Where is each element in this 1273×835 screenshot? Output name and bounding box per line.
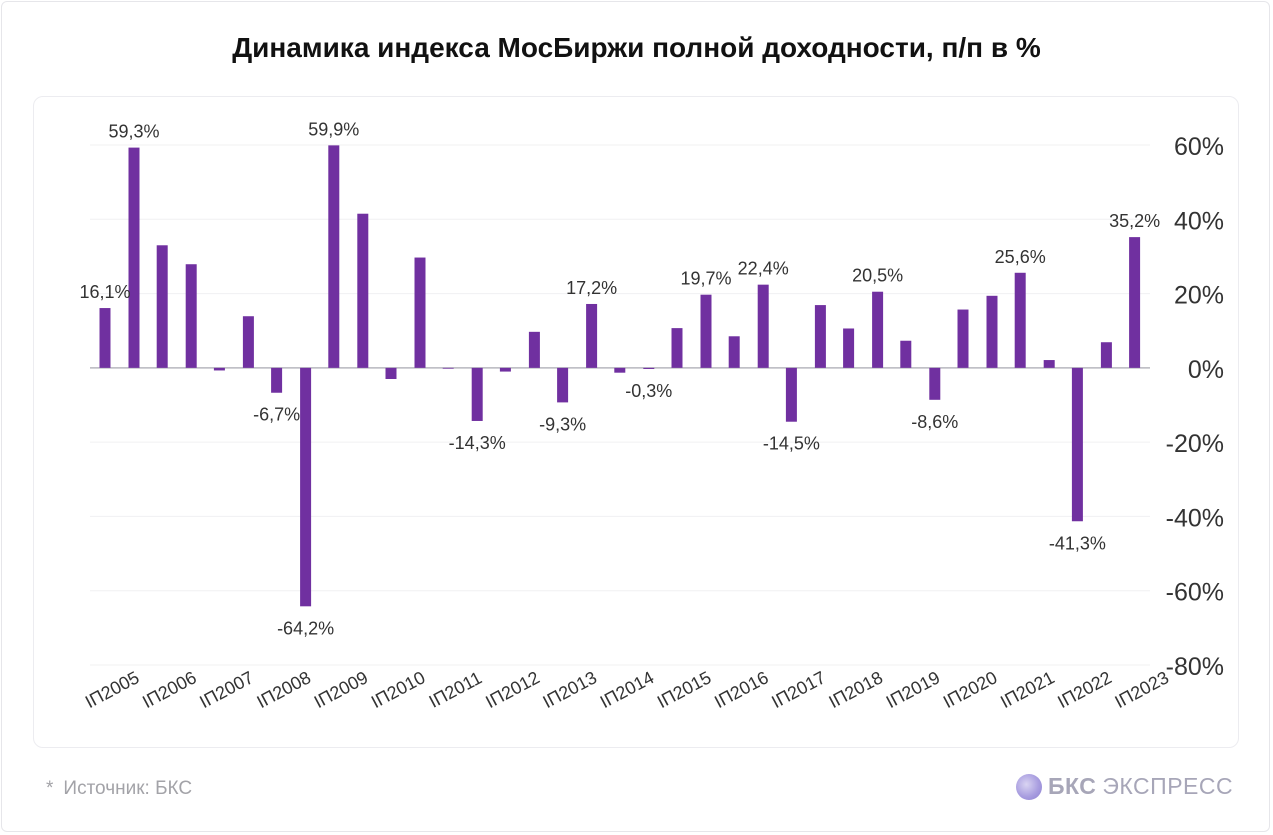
brand-name-rest: ЭКСПРЕСС bbox=[1102, 773, 1234, 799]
bar bbox=[414, 257, 426, 368]
bar bbox=[528, 331, 540, 368]
bar bbox=[1014, 272, 1026, 368]
bar bbox=[843, 328, 855, 368]
x-tick-label: IП2018 bbox=[825, 667, 886, 712]
value-label: 16,1% bbox=[79, 282, 130, 302]
value-label: -64,2% bbox=[277, 618, 334, 638]
bar bbox=[1043, 360, 1055, 368]
y-tick-label: 60% bbox=[1174, 133, 1224, 161]
x-tick-label: IП2009 bbox=[311, 667, 372, 712]
bar bbox=[1071, 367, 1083, 522]
bar bbox=[128, 147, 140, 368]
bar bbox=[957, 309, 969, 368]
bars bbox=[99, 145, 1141, 607]
x-tick-label: IП2016 bbox=[711, 667, 772, 712]
value-label: 59,9% bbox=[308, 119, 359, 139]
value-label: -0,3% bbox=[625, 381, 672, 401]
bar bbox=[900, 340, 912, 368]
value-label: 19,7% bbox=[680, 269, 731, 289]
bar bbox=[986, 295, 998, 368]
y-axis: 60% 40% 20% 0% -20% -40% -60% -80% bbox=[1166, 133, 1224, 681]
x-axis: IП2005IП2006IП2007IП2008IП2009IП2010IП20… bbox=[82, 667, 1172, 712]
y-tick-label: -40% bbox=[1166, 504, 1224, 532]
source-text: Источник: БКС bbox=[63, 778, 193, 799]
value-label: -14,3% bbox=[449, 433, 506, 453]
bar bbox=[1129, 237, 1141, 368]
value-label: -14,5% bbox=[763, 434, 820, 454]
x-tick-label: IП2013 bbox=[539, 667, 600, 712]
value-label: 22,4% bbox=[738, 259, 789, 279]
bar bbox=[700, 294, 712, 368]
gridlines bbox=[90, 144, 1150, 666]
y-tick-label: -60% bbox=[1166, 579, 1224, 607]
x-tick-label: IП2020 bbox=[940, 667, 1001, 712]
value-label: 35,2% bbox=[1109, 211, 1160, 231]
bar bbox=[385, 367, 397, 379]
bar bbox=[156, 245, 168, 368]
bar bbox=[929, 367, 941, 400]
bar bbox=[757, 284, 769, 368]
bar bbox=[471, 367, 483, 421]
bks-logo-icon bbox=[1016, 773, 1042, 800]
bar bbox=[300, 367, 312, 607]
bar bbox=[328, 145, 340, 368]
y-tick-label: 40% bbox=[1174, 207, 1224, 235]
x-tick-label: IП2017 bbox=[768, 667, 829, 712]
x-tick-label: IП2015 bbox=[654, 667, 715, 712]
bar bbox=[557, 367, 569, 403]
value-label: -8,6% bbox=[911, 412, 958, 432]
x-tick-label: IП2007 bbox=[196, 667, 257, 712]
bar bbox=[242, 316, 254, 368]
x-tick-label: IП2012 bbox=[482, 667, 543, 712]
bar bbox=[872, 291, 884, 368]
value-label: -9,3% bbox=[539, 414, 586, 434]
chart-title: Динамика индекса МосБиржи полной доходно… bbox=[232, 32, 1041, 63]
x-tick-label: IП2014 bbox=[597, 667, 658, 712]
bar bbox=[643, 367, 655, 369]
x-tick-label: IП2019 bbox=[883, 667, 944, 712]
bar bbox=[814, 305, 826, 368]
x-tick-label: IП2021 bbox=[997, 667, 1058, 712]
bar bbox=[614, 367, 626, 373]
x-tick-label: IП2022 bbox=[1054, 667, 1115, 712]
bar bbox=[1100, 342, 1112, 368]
value-label: 25,6% bbox=[995, 247, 1046, 267]
brand-logo: БКС ЭКСПРЕСС bbox=[1016, 773, 1233, 800]
value-label: -6,7% bbox=[253, 405, 300, 425]
y-tick-label: 20% bbox=[1174, 282, 1224, 310]
bar bbox=[213, 367, 225, 371]
value-label: 20,5% bbox=[852, 266, 903, 286]
value-labels: 16,1% 59,3% -6,7% -64,2% 59,9% -14,3% -9,3% 17,… bbox=[79, 119, 1160, 638]
x-tick-label: IП2023 bbox=[1111, 667, 1172, 712]
y-tick-label: 0% bbox=[1188, 356, 1224, 384]
brand-name-bold: БКС bbox=[1048, 773, 1097, 799]
bar bbox=[271, 367, 283, 393]
value-label: 59,3% bbox=[108, 122, 159, 142]
bar bbox=[671, 328, 683, 368]
bar bbox=[785, 367, 797, 422]
bar bbox=[442, 367, 454, 369]
value-label: 17,2% bbox=[566, 278, 617, 298]
value-label: -41,3% bbox=[1049, 533, 1106, 553]
footnote-asterisk: * bbox=[46, 778, 54, 799]
source-note: * Источник: БКС bbox=[46, 778, 192, 800]
x-tick-label: IП2011 bbox=[426, 668, 485, 712]
bar bbox=[728, 336, 740, 368]
y-tick-label: -80% bbox=[1166, 653, 1224, 681]
x-tick-label: IП2010 bbox=[368, 667, 429, 712]
plot-area bbox=[33, 96, 1239, 748]
bar bbox=[586, 303, 598, 368]
x-tick-label: IП2005 bbox=[82, 667, 143, 712]
x-tick-label: IП2008 bbox=[253, 667, 314, 712]
bar bbox=[185, 264, 197, 368]
bar bbox=[99, 308, 111, 368]
y-tick-label: -20% bbox=[1166, 430, 1224, 458]
bar bbox=[499, 367, 511, 372]
x-tick-label: IП2006 bbox=[139, 667, 200, 712]
bar bbox=[357, 213, 369, 368]
